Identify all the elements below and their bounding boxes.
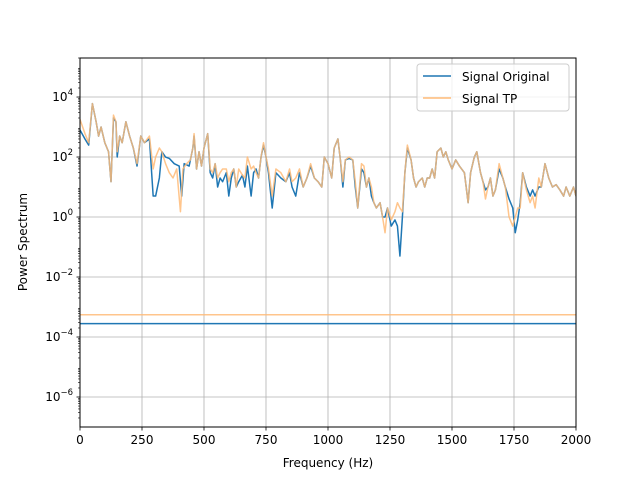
x-axis-label: Frequency (Hz) xyxy=(283,456,374,470)
y-tick-exponent: −4 xyxy=(60,328,73,338)
x-axis: 0 250 500 750 1000 1250 1500 1750 2000 xyxy=(76,427,591,447)
y-tick-label: 10−6 xyxy=(45,388,73,404)
x-tick-label: 500 xyxy=(193,433,216,447)
y-tick-label: 100 xyxy=(52,208,73,224)
x-tick-label: 250 xyxy=(131,433,154,447)
y-tick-label: 10−2 xyxy=(45,268,73,284)
y-tick-base: 10 xyxy=(52,150,67,164)
y-tick-base: 10 xyxy=(52,90,67,104)
x-tick-label: 1000 xyxy=(313,433,344,447)
series-line-signal-tp xyxy=(80,102,576,234)
x-tick-label: 1500 xyxy=(437,433,468,447)
legend-box xyxy=(416,63,570,112)
legend-label-tp: Signal TP xyxy=(462,92,517,106)
series-layer xyxy=(80,102,576,325)
y-axis-label: Power Spectrum xyxy=(16,193,30,291)
legend-label-original: Signal Original xyxy=(462,70,550,84)
y-tick-exponent: 4 xyxy=(68,88,73,98)
legend: Signal Original Signal TP xyxy=(416,63,570,112)
x-tick-label: 0 xyxy=(76,433,84,447)
x-tick-label: 2000 xyxy=(561,433,592,447)
y-tick-base: 10 xyxy=(52,210,67,224)
y-tick-label: 102 xyxy=(52,148,73,164)
y-tick-exponent: 2 xyxy=(68,148,73,158)
y-tick-base: 10 xyxy=(45,270,60,284)
x-tick-label: 750 xyxy=(255,433,278,447)
y-tick-exponent: −6 xyxy=(60,388,73,398)
x-tick-label: 1250 xyxy=(375,433,406,447)
y-tick-label: 10−4 xyxy=(45,328,73,344)
y-tick-exponent: 0 xyxy=(68,208,73,218)
y-tick-base: 10 xyxy=(45,330,60,344)
y-tick-base: 10 xyxy=(45,390,60,404)
x-tick-label: 1750 xyxy=(499,433,530,447)
y-tick-exponent: −2 xyxy=(60,268,73,278)
y-tick-label: 104 xyxy=(52,88,73,104)
